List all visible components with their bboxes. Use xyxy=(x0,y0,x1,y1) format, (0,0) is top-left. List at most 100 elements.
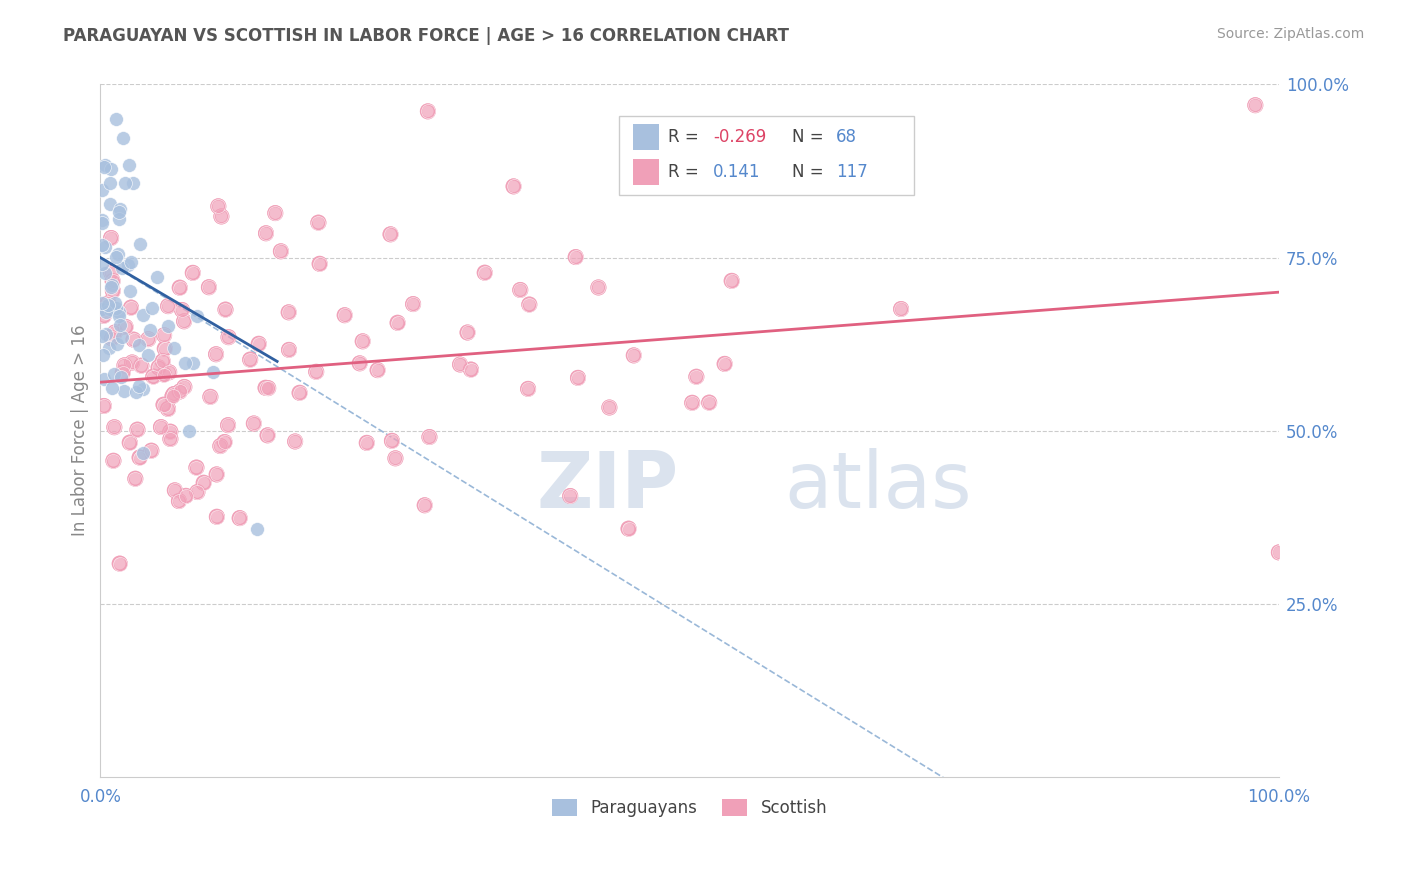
Point xyxy=(153,368,176,382)
Point xyxy=(101,381,124,395)
Point xyxy=(127,423,149,437)
Text: N =: N = xyxy=(792,162,830,181)
Point xyxy=(108,557,131,571)
Point xyxy=(118,435,141,450)
Point xyxy=(162,389,184,403)
Point xyxy=(127,423,149,437)
Point xyxy=(1244,98,1267,112)
Point xyxy=(157,299,180,313)
Point xyxy=(100,231,122,245)
Point xyxy=(98,177,121,191)
Y-axis label: In Labor Force | Age > 16: In Labor Force | Age > 16 xyxy=(72,325,89,536)
Point xyxy=(681,396,703,410)
Text: R =: R = xyxy=(668,128,704,146)
Point xyxy=(159,425,181,439)
Text: 117: 117 xyxy=(835,162,868,181)
Point xyxy=(509,283,531,297)
Point xyxy=(93,399,115,413)
Point xyxy=(141,301,163,315)
Point xyxy=(136,332,159,346)
Point xyxy=(101,331,124,345)
Point xyxy=(159,425,181,439)
Point xyxy=(136,332,159,346)
Point xyxy=(94,305,117,319)
Point xyxy=(209,439,232,453)
Point xyxy=(307,216,329,230)
Point xyxy=(278,343,301,357)
Point xyxy=(186,485,208,500)
Point xyxy=(449,358,471,372)
Bar xyxy=(633,159,659,185)
Point xyxy=(367,363,389,377)
Point xyxy=(890,301,912,316)
Point xyxy=(93,399,115,413)
Point xyxy=(98,341,121,355)
Point xyxy=(207,199,229,213)
Text: R =: R = xyxy=(668,162,704,181)
Point xyxy=(198,280,221,294)
Point xyxy=(152,398,174,412)
Point xyxy=(256,428,278,442)
Bar xyxy=(619,116,914,195)
Point xyxy=(200,390,222,404)
Point xyxy=(257,381,280,395)
Point xyxy=(129,237,152,252)
Point xyxy=(277,305,299,319)
Point xyxy=(101,284,124,298)
Point xyxy=(131,359,153,373)
Point xyxy=(167,494,190,508)
Point xyxy=(181,266,204,280)
Point xyxy=(103,454,125,468)
Text: -0.269: -0.269 xyxy=(713,128,766,146)
Point xyxy=(474,266,496,280)
Point xyxy=(162,389,184,403)
Point xyxy=(685,369,707,384)
Point xyxy=(152,398,174,412)
Point xyxy=(104,326,127,340)
Point xyxy=(169,281,191,295)
Point xyxy=(100,301,122,316)
Point xyxy=(201,365,224,379)
Point xyxy=(217,418,239,433)
Point xyxy=(157,319,180,334)
Point xyxy=(681,396,703,410)
Point xyxy=(170,302,193,317)
Point xyxy=(108,304,131,318)
Point xyxy=(97,296,120,310)
Point xyxy=(598,401,620,415)
Point xyxy=(380,227,402,242)
Point xyxy=(148,360,170,375)
Point xyxy=(149,420,172,434)
Point xyxy=(349,356,371,370)
Point xyxy=(169,384,191,399)
Point xyxy=(170,302,193,317)
Point xyxy=(1244,98,1267,112)
Point xyxy=(449,358,471,372)
Point xyxy=(169,384,191,399)
Point xyxy=(254,381,277,395)
Point xyxy=(122,333,145,347)
Point xyxy=(502,179,524,194)
Point xyxy=(588,280,610,294)
Point xyxy=(1244,98,1267,112)
Point xyxy=(623,348,645,362)
Point xyxy=(214,302,236,317)
Point xyxy=(142,369,165,384)
Point xyxy=(560,489,582,503)
Point xyxy=(517,297,540,311)
Point xyxy=(457,326,479,340)
Point xyxy=(214,435,236,450)
Point xyxy=(457,326,479,340)
Point xyxy=(256,428,278,442)
Point xyxy=(128,450,150,465)
Point xyxy=(108,310,131,324)
Point xyxy=(114,319,136,334)
Point xyxy=(170,302,193,317)
Point xyxy=(228,511,250,525)
Point xyxy=(713,357,735,371)
Point xyxy=(387,316,409,330)
Point xyxy=(91,348,114,362)
Point xyxy=(163,387,186,401)
Point xyxy=(681,396,703,410)
Point xyxy=(112,384,135,399)
